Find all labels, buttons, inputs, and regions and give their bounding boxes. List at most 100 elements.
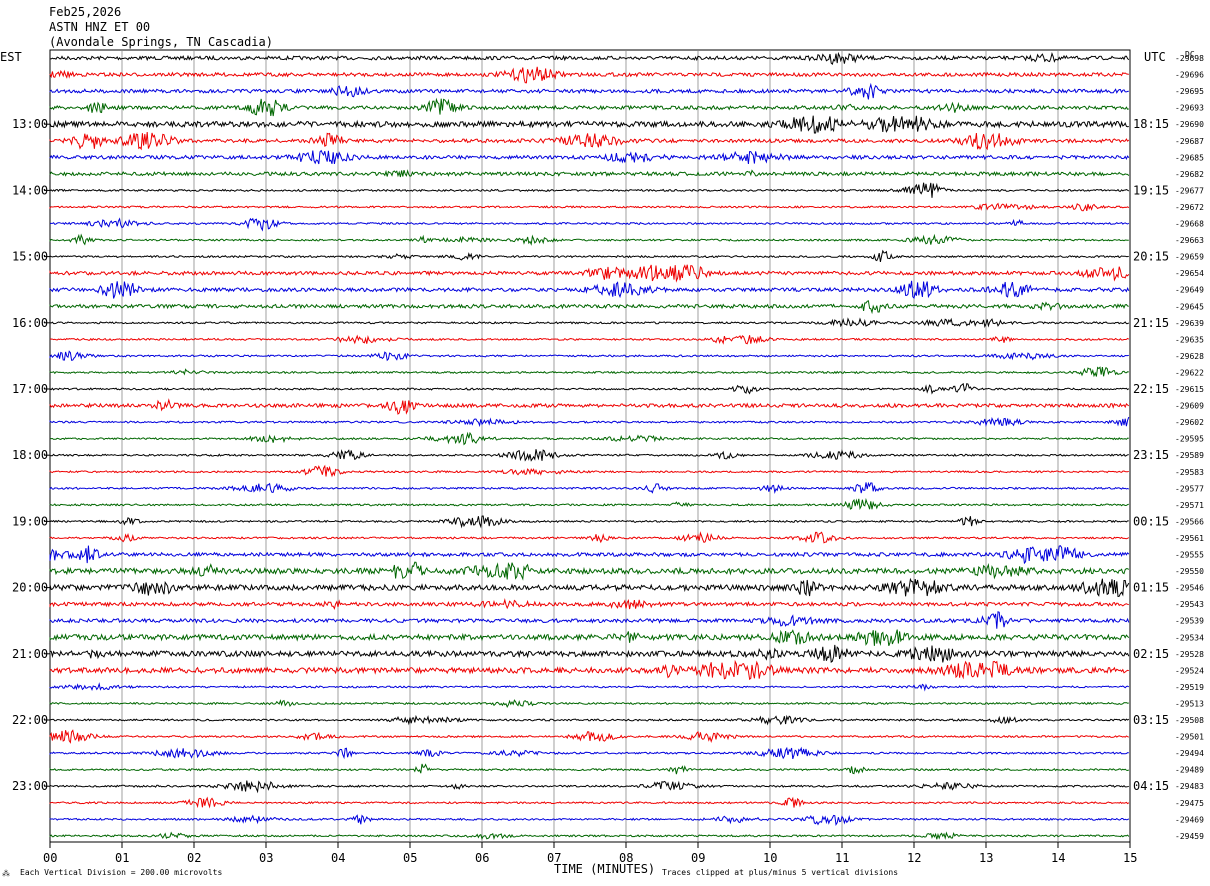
footer-vertical-division: Each Vertical Division = 200.00 microvol…	[20, 868, 222, 877]
trace-line	[49, 577, 1130, 597]
dc-offset-label: -29534	[1175, 633, 1204, 642]
trace-line	[49, 497, 1129, 511]
trace-line	[49, 398, 1130, 415]
dc-offset-label: -29696	[1175, 71, 1204, 80]
left-hour-label: 19:00	[12, 514, 48, 528]
dc-offset-label: -29615	[1175, 385, 1204, 394]
plot-border	[49, 49, 1131, 843]
trace-line	[49, 545, 1130, 565]
trace-line	[49, 814, 1130, 827]
trace-line	[49, 350, 1129, 362]
dc-offset-label: -29690	[1175, 120, 1204, 129]
trace-line	[49, 182, 1130, 198]
left-hour-label: 16:00	[12, 316, 48, 330]
right-hour-labels: 18:15 19:15 20:15 21:15 22:15 23:15 00:15 01:15…	[1133, 117, 1169, 793]
dc-offset-label: -29677	[1175, 186, 1204, 195]
right-hour-label: 01:15	[1133, 581, 1169, 595]
trace-line	[49, 51, 1130, 65]
dc-offset-label: -29663	[1175, 236, 1204, 245]
dc-offset-label: -29639	[1175, 319, 1204, 328]
header-location: (Avondale Springs, TN Cascadia)	[49, 35, 273, 49]
dc-offset-label: -29695	[1175, 87, 1204, 96]
trace-line	[49, 449, 1129, 462]
trace-line	[49, 515, 1129, 529]
trace-line	[49, 780, 1129, 794]
header-date: Feb25,2026	[49, 5, 121, 19]
right-hour-label: 21:15	[1133, 316, 1169, 330]
dc-offset-label: -29668	[1175, 220, 1204, 229]
dc-offset-label: -29589	[1175, 451, 1204, 460]
trace-line	[49, 464, 1129, 478]
dc-offset-label: -29489	[1175, 766, 1204, 775]
trace-line	[49, 249, 1129, 262]
trace-line	[49, 149, 1130, 165]
trace-line	[49, 82, 1129, 100]
x-tick-label: 05	[403, 851, 417, 865]
x-tick-label: 11	[835, 851, 849, 865]
left-hour-label: 17:00	[12, 382, 48, 396]
trace-line	[49, 561, 1130, 581]
left-hour-label: 15:00	[12, 250, 48, 264]
x-axis-label: TIME (MINUTES)	[554, 862, 655, 876]
x-tick-label: 09	[691, 851, 705, 865]
right-hour-label: 02:15	[1133, 647, 1169, 661]
dc-offset-label: -29609	[1175, 402, 1204, 411]
dc-offset-label: -29546	[1175, 584, 1204, 593]
dc-offset-label: -29508	[1175, 716, 1204, 725]
right-hour-label: 18:15	[1133, 117, 1169, 131]
dc-offset-label: -29602	[1175, 418, 1204, 427]
right-hour-label: 23:15	[1133, 448, 1169, 462]
dc-offset-label: -29659	[1175, 253, 1204, 262]
dc-offset-label: -29577	[1175, 484, 1204, 493]
x-tick-label: 02	[187, 851, 201, 865]
trace-line	[49, 644, 1130, 664]
dc-offset-label: -29628	[1175, 352, 1204, 361]
trace-line	[49, 796, 1130, 809]
left-timezone-label: EST	[0, 50, 22, 64]
left-hour-label: 18:00	[12, 448, 48, 462]
trace-line	[49, 729, 1129, 744]
x-tick-label: 10	[763, 851, 777, 865]
right-timezone-label: UTC	[1144, 50, 1166, 64]
dc-offset-label: -29513	[1175, 699, 1204, 708]
x-tick-label: 15	[1123, 851, 1137, 865]
dc-header-label: DC	[1185, 50, 1195, 59]
dc-offset-label: -29561	[1175, 534, 1204, 543]
minute-grid	[121, 50, 1059, 842]
trace-line	[49, 699, 1129, 709]
dc-offset-label: -29698	[1175, 54, 1204, 63]
trace-line	[49, 531, 1130, 544]
dc-offset-label: -29685	[1175, 153, 1204, 162]
trace-line	[49, 763, 1129, 775]
left-hour-label: 21:00	[12, 647, 48, 661]
header-station: ASTN HNZ ET 00	[49, 20, 150, 34]
x-tick-label: 06	[475, 851, 489, 865]
trace-line	[49, 366, 1129, 378]
dc-offset-label: -29550	[1175, 567, 1204, 576]
trace-line	[49, 629, 1130, 646]
dc-offset-label: -29469	[1175, 815, 1204, 824]
dc-offset-label: -29654	[1175, 269, 1204, 278]
left-hour-label: 23:00	[12, 779, 48, 793]
trace-line	[49, 831, 1130, 841]
trace-line	[49, 598, 1129, 611]
dc-offset-label: -29571	[1175, 501, 1204, 510]
trace-line	[49, 659, 1129, 681]
x-axis-ticks: 00 01 02 03 04 05 06 07 08 09 10 11 12 13 14 15	[43, 842, 1137, 865]
right-hour-label: 22:15	[1133, 382, 1169, 396]
trace-line	[49, 202, 1130, 212]
x-tick-label: 04	[331, 851, 345, 865]
trace-line	[49, 481, 1130, 494]
left-hour-label: 14:00	[12, 183, 48, 197]
trace-line	[49, 431, 1129, 446]
dc-offset-label: -29483	[1175, 782, 1204, 791]
trace-line	[49, 217, 1130, 232]
trace-line	[49, 131, 1130, 151]
dc-offset-label: -29622	[1175, 368, 1204, 377]
dc-offset-label: -29682	[1175, 170, 1204, 179]
x-tick-label: 00	[43, 851, 57, 865]
trace-line	[49, 115, 1129, 134]
trace-line	[49, 746, 1129, 760]
dc-offset-label: -29539	[1175, 617, 1204, 626]
